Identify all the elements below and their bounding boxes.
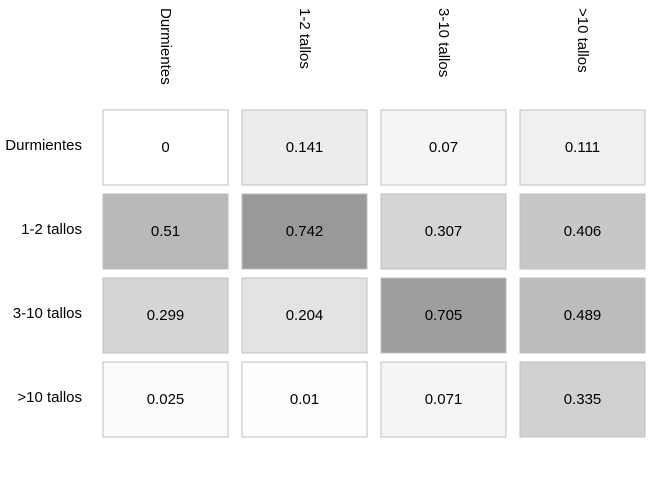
- cell-value-label: 0: [161, 139, 169, 156]
- column-label-3-10-tallos: 3-10 tallos: [435, 8, 452, 77]
- cell-value-label: 0.111: [565, 139, 600, 156]
- heatmap-cell-1-2-tallos-3-10-tallos: [380, 193, 507, 270]
- heatmap-cell-1-2-tallos-durmientes: [102, 193, 229, 270]
- cell-value-label: 0.705: [425, 307, 463, 324]
- cell-value-label: 0.307: [425, 223, 463, 240]
- heatmap-cell-durmientes-10-tallos: [519, 109, 646, 186]
- heatmap-cell-3-10-tallos-durmientes: [102, 277, 229, 354]
- cell-value-label: 0.406: [564, 223, 602, 240]
- row-label-durmientes: Durmientes: [5, 137, 82, 154]
- column-tick-labels: Durmientes 1-2 tallos 3-10 tallos >10 tallo…: [157, 8, 591, 85]
- cell-value-label: 0.071: [425, 391, 463, 408]
- cell-value-label: 0.141: [286, 139, 324, 156]
- row-tick-labels: Durmientes 1-2 tallos 3-10 tallos >10 tallo…: [5, 137, 82, 406]
- column-label-durmientes: Durmientes: [157, 8, 174, 85]
- cell-value-label: 0.335: [564, 391, 602, 408]
- heatmap-cell-labels: 0 0.141 0.07 0.111 0.51 0.742 0.307 0.406 0.299 0…: [147, 139, 602, 408]
- row-label-10-tallos: >10 tallos: [17, 389, 82, 406]
- column-label-1-2-tallos: 1-2 tallos: [296, 8, 313, 69]
- cell-value-label: 0.01: [290, 391, 319, 408]
- cell-value-label: 0.299: [147, 307, 185, 324]
- cell-value-label: 0.742: [286, 223, 324, 240]
- cell-value-label: 0.489: [564, 307, 602, 324]
- cell-value-label: 0.025: [147, 391, 185, 408]
- cell-value-label: 0.51: [151, 223, 180, 240]
- row-label-1-2-tallos: 1-2 tallos: [21, 221, 82, 238]
- heatmap-cell-10-tallos-3-10-tallos: [380, 361, 507, 438]
- cell-value-label: 0.07: [429, 139, 458, 156]
- column-label-10-tallos: >10 tallos: [574, 8, 591, 73]
- row-label-3-10-tallos: 3-10 tallos: [13, 305, 82, 322]
- heatmap-cell-3-10-tallos-1-2-tallos: [241, 277, 368, 354]
- heatmap-cell-durmientes-durmientes: [102, 109, 229, 186]
- heatmap-cell-durmientes-1-2-tallos: [241, 109, 368, 186]
- heatmap-cell-10-tallos-durmientes: [102, 361, 229, 438]
- heatmap-cell-3-10-tallos-3-10-tallos: [380, 277, 507, 354]
- heatmap-cells: [102, 109, 646, 438]
- heatmap-cell-10-tallos-1-2-tallos: [241, 361, 368, 438]
- heatmap-cell-1-2-tallos-10-tallos: [519, 193, 646, 270]
- heatmap-cell-10-tallos-10-tallos: [519, 361, 646, 438]
- heatmap-cell-durmientes-3-10-tallos: [380, 109, 507, 186]
- cell-value-label: 0.204: [286, 307, 324, 324]
- heatmap-cell-3-10-tallos-10-tallos: [519, 277, 646, 354]
- heatmap-cell-1-2-tallos-1-2-tallos: [241, 193, 368, 270]
